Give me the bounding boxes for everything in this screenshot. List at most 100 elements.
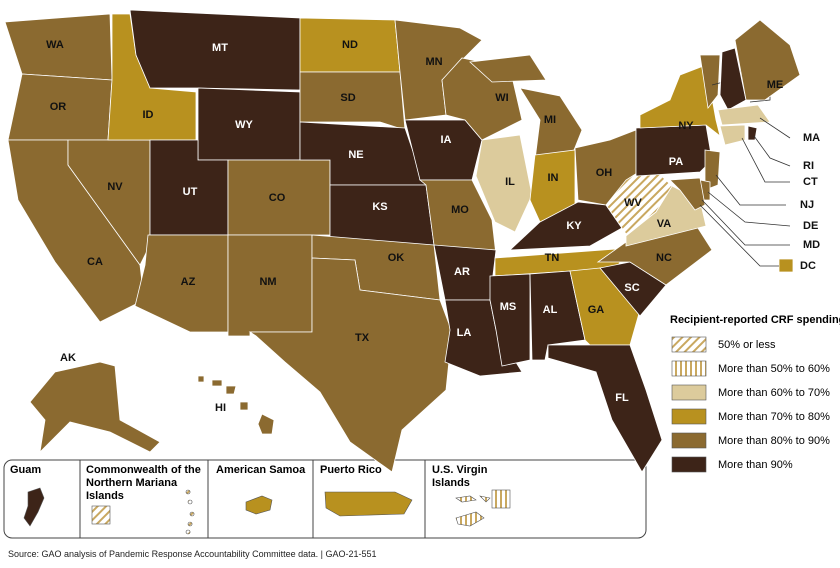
territory-name: Puerto Rico bbox=[320, 464, 382, 476]
state bbox=[248, 257, 453, 473]
state-label: CA bbox=[87, 256, 103, 268]
state bbox=[404, 119, 483, 181]
state bbox=[299, 71, 406, 131]
state bbox=[717, 104, 771, 126]
state-label: OK bbox=[388, 252, 405, 264]
territory-shape bbox=[23, 487, 45, 527]
territory-name: U.S. Virgin Islands bbox=[432, 464, 488, 489]
state-label: CO bbox=[269, 192, 286, 204]
state-label: AK bbox=[60, 352, 76, 364]
state-label: MO bbox=[451, 204, 469, 216]
territory-swatch bbox=[491, 489, 511, 509]
state bbox=[734, 19, 801, 101]
state-label: ND bbox=[342, 39, 358, 51]
state-label: OR bbox=[50, 101, 67, 113]
state-label: WY bbox=[235, 119, 253, 131]
legend-label: More than 60% to 70% bbox=[718, 387, 830, 399]
state-label: UT bbox=[183, 186, 198, 198]
state-label: TX bbox=[355, 332, 370, 344]
legend-label: More than 80% to 90% bbox=[718, 435, 830, 447]
legend-swatch bbox=[671, 360, 707, 377]
territory-shape bbox=[245, 495, 273, 515]
state-label: MA bbox=[803, 132, 820, 144]
state-label: AR bbox=[454, 266, 470, 278]
state-label: IA bbox=[441, 134, 452, 146]
state bbox=[699, 54, 721, 109]
leader-line bbox=[759, 117, 791, 139]
state-label: MT bbox=[212, 42, 228, 54]
state-label: LA bbox=[457, 327, 472, 339]
territory-name: American Samoa bbox=[216, 464, 306, 476]
state bbox=[29, 361, 161, 454]
state-label: DE bbox=[803, 220, 818, 232]
state bbox=[704, 149, 721, 191]
state-label: MN bbox=[425, 56, 442, 68]
leader-line bbox=[715, 174, 786, 206]
state-label: AL bbox=[543, 304, 558, 316]
territory-shape bbox=[185, 489, 195, 535]
state bbox=[475, 134, 533, 233]
state-label: NC bbox=[656, 252, 672, 264]
legend-swatch bbox=[671, 336, 707, 353]
state-label: SD bbox=[340, 92, 355, 104]
state-label: WI bbox=[495, 92, 508, 104]
state-label: NM bbox=[259, 276, 276, 288]
state bbox=[719, 47, 747, 111]
legend-swatch bbox=[671, 456, 707, 473]
state-label: GA bbox=[588, 304, 605, 316]
state-label: DC bbox=[800, 260, 816, 272]
territory-shape bbox=[324, 491, 413, 517]
leader-line bbox=[699, 204, 779, 267]
state bbox=[669, 177, 706, 211]
state-label: RI bbox=[803, 160, 814, 172]
legend-swatch bbox=[671, 408, 707, 425]
state bbox=[635, 124, 713, 177]
state-label: NY bbox=[678, 120, 694, 132]
state-label: MS bbox=[500, 301, 517, 313]
state bbox=[639, 64, 721, 138]
leader-line bbox=[701, 199, 790, 246]
legend-label: More than 70% to 80% bbox=[718, 411, 830, 423]
state bbox=[547, 344, 663, 473]
state-label: OH bbox=[596, 167, 613, 179]
state-label: NE bbox=[348, 149, 363, 161]
state-label: CT bbox=[803, 176, 818, 188]
leader-line bbox=[707, 191, 791, 227]
territory-shape bbox=[455, 495, 491, 527]
state-label: AZ bbox=[181, 276, 196, 288]
state-label: IN bbox=[548, 172, 559, 184]
legend-title: Recipient-reported CRF spending bbox=[670, 314, 840, 326]
state-label: KS bbox=[372, 201, 387, 213]
legend-swatch bbox=[671, 384, 707, 401]
legend-label: 50% or less bbox=[718, 339, 776, 351]
state bbox=[719, 124, 746, 146]
territory-dividers bbox=[79, 460, 426, 538]
state-label: IL bbox=[505, 176, 515, 188]
territory-box bbox=[3, 459, 647, 539]
state-label: ID bbox=[143, 109, 154, 121]
leader-line bbox=[753, 135, 791, 167]
state bbox=[778, 258, 794, 273]
leader-line bbox=[741, 137, 790, 183]
source: Source: GAO analysis of Pandemic Respons… bbox=[8, 549, 377, 559]
state-label: VA bbox=[657, 218, 672, 230]
state-label: KY bbox=[566, 220, 582, 232]
state-label: NV bbox=[107, 181, 123, 193]
state-label: MI bbox=[544, 114, 556, 126]
legend-swatch bbox=[671, 432, 707, 449]
state-label: SC bbox=[624, 282, 639, 294]
territory-name: Commonwealth of the Northern Mariana Isl… bbox=[86, 464, 201, 502]
state-label: MD bbox=[803, 239, 820, 251]
state-label: FL bbox=[615, 392, 629, 404]
state-label: PA bbox=[669, 156, 684, 168]
state-label: HI bbox=[215, 402, 226, 414]
legend-label: More than 50% to 60% bbox=[718, 363, 830, 375]
state bbox=[329, 184, 435, 246]
state bbox=[605, 164, 673, 235]
state-label: ME bbox=[767, 79, 784, 91]
territory-name: Guam bbox=[10, 464, 42, 476]
state-label: WV bbox=[624, 197, 642, 209]
state bbox=[197, 375, 275, 435]
